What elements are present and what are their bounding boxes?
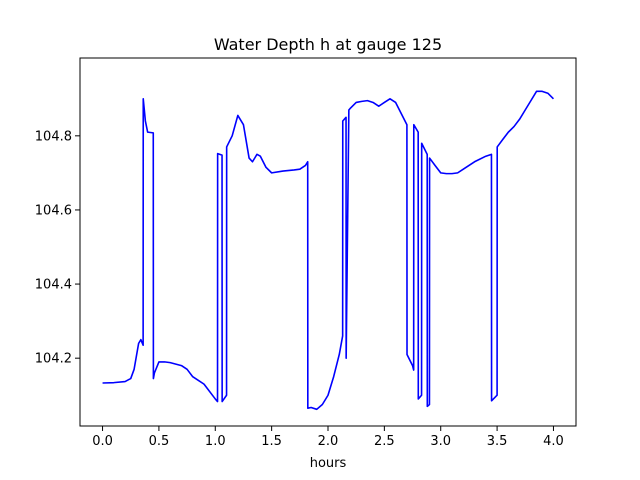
x-tick-label: 4.0	[543, 434, 564, 449]
x-tick-label: 0.0	[92, 434, 113, 449]
x-tick-label: 1.0	[205, 434, 226, 449]
y-tick-label: 104.8	[35, 129, 72, 144]
x-tick-label: 3.0	[430, 434, 451, 449]
x-tick-label: 0.5	[149, 434, 170, 449]
x-axis-label: hours	[310, 456, 347, 471]
x-tick-label: 2.5	[374, 434, 395, 449]
x-tick-label: 3.5	[487, 434, 508, 449]
y-tick-label: 104.4	[35, 278, 72, 293]
y-tick-label: 104.6	[35, 203, 72, 218]
x-tick-label: 2.0	[318, 434, 339, 449]
chart-title: Water Depth h at gauge 125	[214, 35, 442, 54]
plot-frame	[79, 57, 577, 427]
series-layer	[102, 90, 555, 411]
y-tick-label: 104.2	[35, 352, 72, 367]
x-axis: 0.0 0.5 1.0 1.5 2.0 2.5 3.0 3.5 4.0	[92, 426, 564, 449]
series-line-0	[102, 90, 555, 411]
x-tick-label: 1.5	[261, 434, 282, 449]
y-axis: 104.2 104.4 104.6 104.8	[35, 129, 80, 367]
